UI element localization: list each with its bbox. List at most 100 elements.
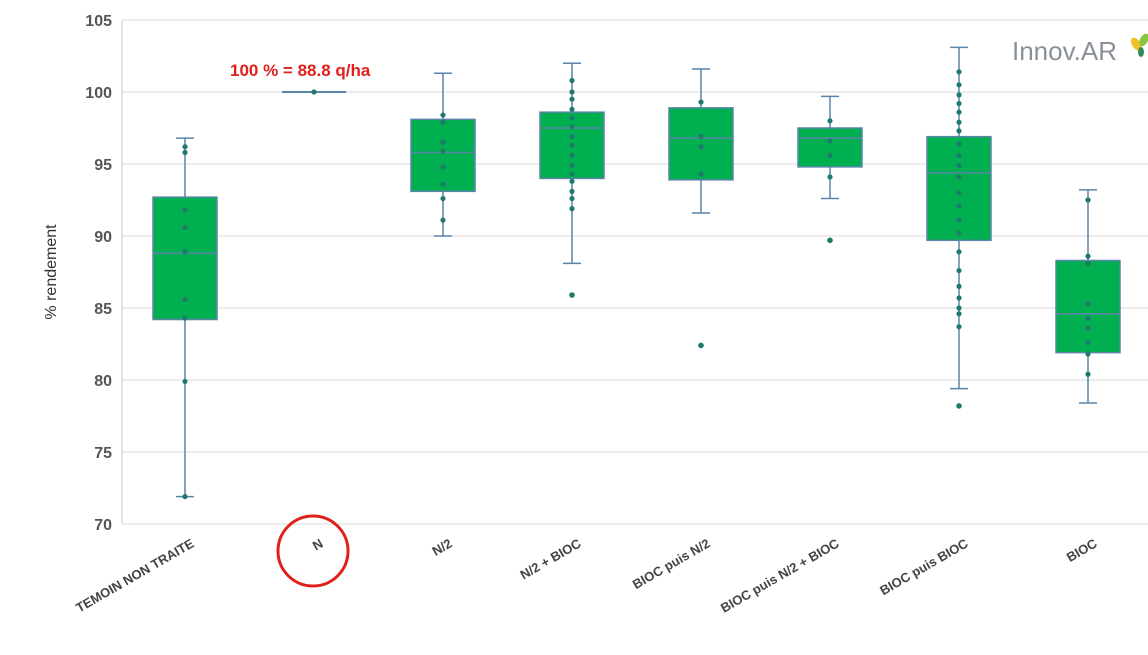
data-point [956, 230, 962, 236]
boxes [152, 46, 1121, 498]
reference-annotation: 100 % = 88.8 q/ha [230, 61, 371, 80]
outlier-point [827, 237, 833, 244]
data-point [569, 123, 575, 130]
data-point [956, 152, 962, 158]
data-point [956, 69, 962, 75]
y-tick-label: 100 [85, 85, 112, 102]
x-category-label: BIOC puis BIOC [877, 535, 971, 598]
y-tick-label: 80 [94, 373, 112, 390]
data-point [827, 152, 833, 158]
data-point [1085, 253, 1091, 259]
data-point [956, 128, 962, 134]
data-point [569, 152, 575, 158]
data-point [1085, 339, 1091, 346]
data-point [569, 89, 575, 95]
leaf-icon [1131, 33, 1148, 57]
data-point [956, 267, 962, 274]
outlier-point [956, 403, 962, 409]
outlier-point [569, 292, 575, 298]
data-point [956, 82, 962, 88]
data-point [698, 99, 704, 105]
x-category-label: BIOC [1064, 535, 1100, 565]
data-point [569, 178, 575, 184]
data-point [569, 171, 575, 177]
x-category-label: TEMOIN NON TRAITE [73, 535, 196, 615]
data-point [956, 141, 962, 147]
data-point [956, 249, 962, 255]
data-point [569, 106, 575, 112]
box-iqr [926, 135, 992, 242]
data-point [182, 249, 188, 255]
box-iqr [797, 127, 863, 168]
data-point [956, 109, 962, 115]
data-point [1085, 371, 1091, 377]
data-point [956, 190, 962, 196]
y-tick-label: 75 [94, 445, 112, 462]
y-tick-label: 105 [85, 13, 112, 30]
data-point [440, 119, 446, 125]
data-point [440, 164, 446, 170]
data-point [956, 162, 962, 169]
data-point [956, 283, 962, 289]
data-point [827, 174, 833, 180]
y-axis: 70 75 80 85 90 95 100 105 [85, 13, 123, 534]
data-point [440, 139, 446, 145]
box-iqr [1055, 259, 1121, 354]
data-point [956, 311, 962, 317]
data-point [1085, 315, 1091, 321]
data-point [182, 315, 188, 321]
x-category-label: BIOC puis N/2 [630, 536, 713, 592]
data-point [956, 203, 962, 209]
data-point [956, 119, 962, 125]
data-point [182, 144, 188, 150]
y-tick-label: 85 [94, 301, 112, 318]
data-point [569, 77, 575, 84]
data-point [182, 494, 188, 500]
data-point [182, 224, 188, 230]
logo-text: Innov.AR [1012, 36, 1117, 66]
data-point [569, 96, 575, 102]
y-tick-label: 95 [94, 157, 112, 174]
data-point [311, 89, 317, 95]
data-point [569, 188, 575, 194]
x-category-label: N/2 [429, 536, 454, 559]
data-point [182, 296, 188, 302]
box-iqr [410, 118, 476, 193]
innovar-logo: Innov.AR [1012, 33, 1148, 66]
data-point [827, 138, 833, 144]
data-point [569, 115, 575, 121]
data-points [182, 69, 1091, 500]
data-point [827, 118, 833, 124]
data-point [182, 149, 188, 156]
data-point [698, 171, 704, 177]
data-point [698, 134, 704, 140]
category-labels: TEMOIN NON TRAITE N N/2 N/2 + BIOC BIOC puis… [73, 535, 1100, 615]
data-point [440, 148, 446, 154]
y-axis-title: % rendement [43, 224, 60, 320]
x-category-label: N/2 + BIOC [518, 535, 585, 582]
data-point [440, 195, 446, 202]
data-point [956, 174, 962, 180]
data-point [569, 195, 575, 202]
data-point [956, 100, 962, 107]
data-point [956, 295, 962, 301]
data-point [182, 378, 188, 385]
x-category-label: BIOC puis N/2 + BIOC [718, 535, 842, 615]
data-point [440, 112, 446, 118]
data-point [1085, 351, 1091, 357]
data-point [440, 217, 446, 223]
data-point [956, 305, 962, 311]
data-point [182, 207, 188, 213]
x-category-label: N [310, 536, 326, 554]
data-point [569, 142, 575, 148]
data-point [569, 206, 575, 212]
box-iqr [668, 107, 734, 181]
data-point [956, 92, 962, 98]
y-tick-label: 90 [94, 229, 112, 246]
data-point [956, 217, 962, 223]
data-point [1085, 325, 1091, 331]
data-point [1085, 260, 1091, 266]
outlier-point [698, 342, 704, 349]
highlight-circle [276, 514, 350, 588]
